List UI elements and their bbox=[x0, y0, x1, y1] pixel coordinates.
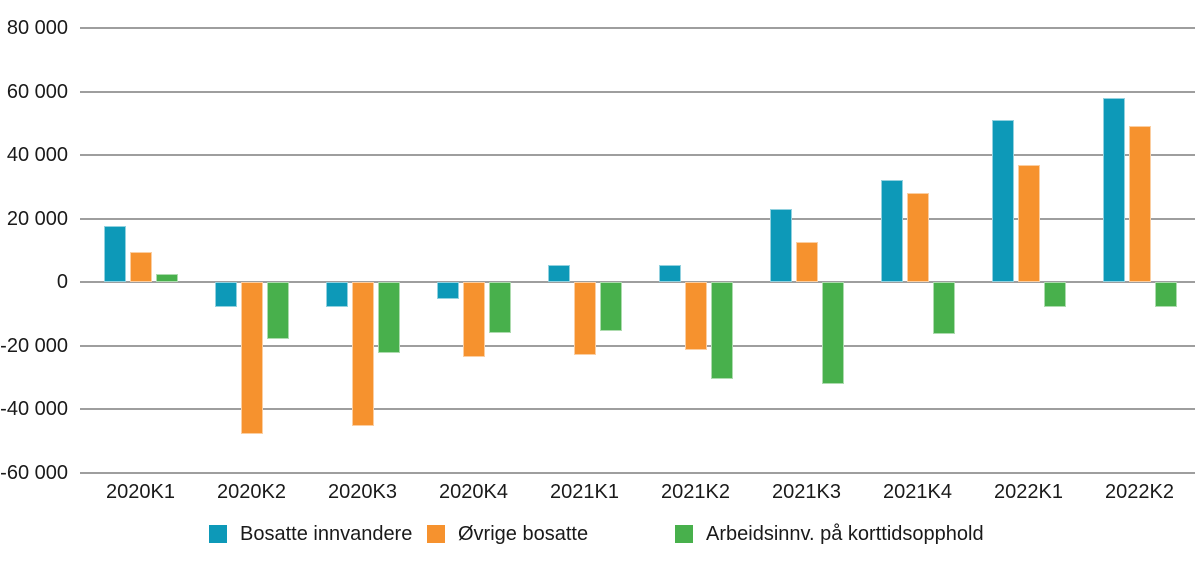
bar-2021K3-series-1 bbox=[795, 242, 818, 282]
gridline bbox=[80, 408, 1195, 410]
bar-2020K2-series-2 bbox=[266, 282, 289, 340]
bar-2020K1-series-1 bbox=[129, 251, 152, 282]
gridline bbox=[80, 281, 1195, 283]
bar-2021K1-series-2 bbox=[599, 282, 622, 332]
bar-2020K2-series-1 bbox=[240, 282, 263, 435]
x-axis-label: 2020K1 bbox=[106, 481, 175, 503]
y-axis-tick-label: 80 000 bbox=[6, 17, 68, 39]
bar-2021K2-series-2 bbox=[710, 282, 733, 379]
legend-swatch-ovrige-bosatte bbox=[427, 525, 445, 543]
legend-label: Øvrige bosatte bbox=[458, 522, 589, 545]
x-axis-label: 2022K2 bbox=[1105, 481, 1174, 503]
bar-2021K1-series-1 bbox=[573, 282, 596, 356]
legend-label: Bosatte innvandere bbox=[240, 522, 413, 545]
bar-2020K4-series-1 bbox=[462, 282, 485, 357]
gridline bbox=[80, 217, 1195, 220]
bar-2020K4-series-0 bbox=[436, 282, 459, 300]
x-axis-label: 2021K4 bbox=[883, 481, 952, 503]
y-axis-tick-label: 60 000 bbox=[6, 80, 68, 103]
x-axis-label: 2021K2 bbox=[661, 481, 730, 503]
bar-2020K3-series-0 bbox=[325, 282, 348, 308]
x-axis-label: 2020K3 bbox=[328, 481, 397, 503]
legend: Bosatte innvandere Øvrige bosatte Arbeid… bbox=[0, 520, 1200, 548]
gridline bbox=[80, 471, 1195, 474]
gridline bbox=[80, 154, 1195, 156]
y-axis-tick-label: -40 000 bbox=[0, 398, 68, 420]
bar-2022K1-series-1 bbox=[1017, 164, 1040, 282]
bar-2022K2-series-2 bbox=[1154, 282, 1177, 308]
bar-2022K2-series-0 bbox=[1102, 97, 1125, 282]
bar-2021K1-series-0 bbox=[547, 264, 570, 282]
bar-2021K4-series-0 bbox=[880, 180, 903, 282]
bar-2021K4-series-2 bbox=[932, 282, 955, 335]
legend-label: Arbeidsinnv. på korttidsopphold bbox=[706, 522, 984, 545]
bar-2022K2-series-1 bbox=[1128, 126, 1151, 282]
bar-2020K1-series-0 bbox=[103, 226, 126, 282]
bar-2021K4-series-1 bbox=[906, 193, 929, 282]
y-axis-tick-label: 20 000 bbox=[6, 207, 68, 230]
x-axis-label: 2020K4 bbox=[439, 481, 508, 503]
bar-2020K1-series-2 bbox=[155, 274, 178, 282]
gridline bbox=[80, 27, 1195, 29]
gridline bbox=[80, 344, 1195, 347]
bar-2020K4-series-2 bbox=[488, 282, 511, 333]
bar-2022K1-series-0 bbox=[991, 120, 1014, 282]
legend-item: Øvrige bosatte bbox=[427, 520, 588, 548]
legend-swatch-arbeidsinnv bbox=[675, 525, 693, 543]
y-axis-tick-label: -20 000 bbox=[0, 334, 68, 357]
x-axis-label: 2021K3 bbox=[772, 481, 841, 503]
bar-2022K1-series-2 bbox=[1043, 282, 1066, 308]
y-axis-tick-label: 40 000 bbox=[6, 144, 68, 166]
legend-swatch-bosatte-innvandere bbox=[209, 525, 227, 543]
bar-2021K2-series-1 bbox=[684, 282, 707, 351]
y-axis-tick-label: -60 000 bbox=[0, 461, 68, 484]
bar-2020K3-series-2 bbox=[377, 282, 400, 354]
legend-item: Arbeidsinnv. på korttidsopphold bbox=[675, 520, 984, 548]
x-axis-label: 2022K1 bbox=[994, 481, 1063, 503]
x-axis-label: 2021K1 bbox=[550, 481, 619, 503]
bar-2021K3-series-0 bbox=[769, 208, 792, 282]
bar-2020K2-series-0 bbox=[214, 282, 237, 308]
x-axis-label: 2020K2 bbox=[217, 481, 286, 503]
legend-item: Bosatte innvandere bbox=[209, 520, 412, 548]
bar-2021K3-series-2 bbox=[821, 282, 844, 384]
bar-2020K3-series-1 bbox=[351, 282, 374, 427]
gridline bbox=[80, 90, 1195, 93]
y-axis-tick-label: 0 bbox=[56, 271, 68, 293]
bar-2021K2-series-0 bbox=[658, 264, 681, 282]
